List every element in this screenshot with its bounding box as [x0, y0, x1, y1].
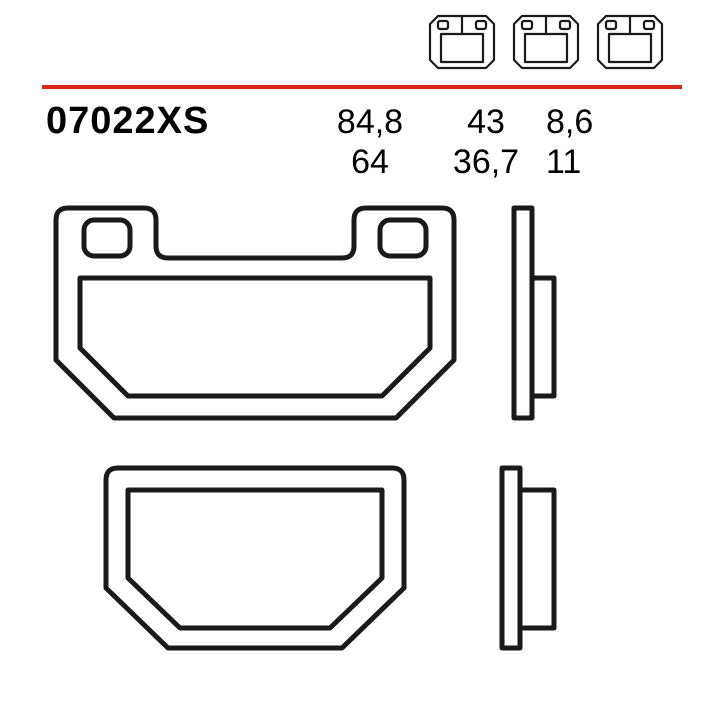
- pad2-front: [106, 468, 404, 648]
- brake-pad-icon: [594, 12, 666, 70]
- dim-thick-1: 8,6: [546, 103, 626, 142]
- pad1-side: [514, 208, 554, 418]
- product-sheet: 07022XS 84,8 43 8,6 64 36,7 11: [0, 0, 724, 724]
- product-code: 07022XS: [46, 100, 209, 143]
- dim-thick-2: 11: [546, 143, 626, 182]
- dim-width-1: 84,8: [310, 103, 430, 142]
- dim-width-2: 64: [310, 143, 430, 182]
- pad1-front: [56, 208, 454, 418]
- header-icon-row: [426, 12, 666, 70]
- brake-pad-icon: [510, 12, 582, 70]
- brake-pads-drawing: [44, 200, 684, 690]
- dim-height-1: 43: [436, 103, 536, 142]
- pad2-side: [502, 468, 554, 648]
- dim-height-2: 36,7: [436, 143, 536, 182]
- technical-drawing: [44, 200, 680, 684]
- divider-red: [42, 85, 682, 89]
- brake-pad-icon: [426, 12, 498, 70]
